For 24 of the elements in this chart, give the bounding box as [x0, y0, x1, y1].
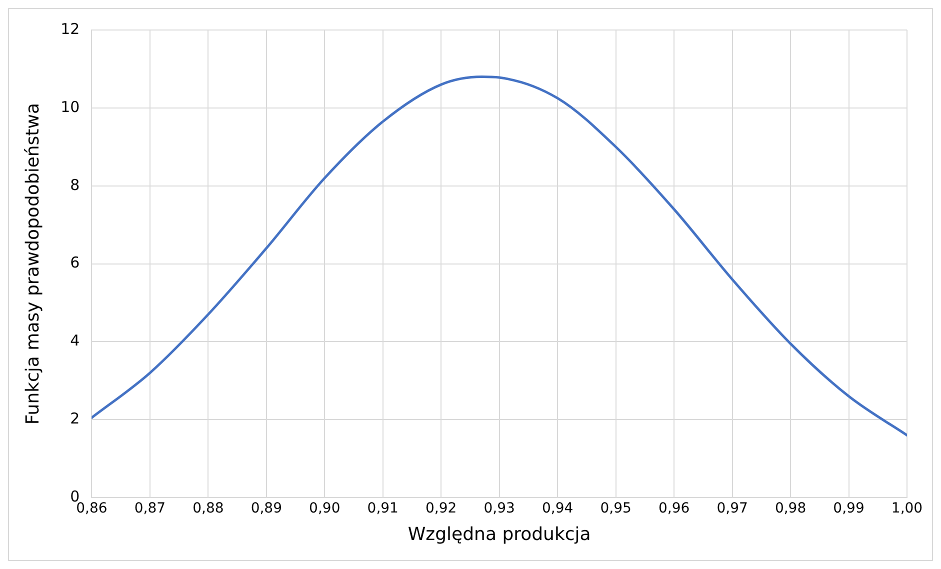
x-tick-label: 0,86 — [76, 500, 108, 517]
x-tick-label: 0,98 — [774, 500, 806, 517]
x-tick-label: 0,94 — [542, 500, 574, 517]
x-tick-label: 0,90 — [309, 500, 340, 517]
y-tick-label: 4 — [70, 332, 80, 350]
y-tick-label: 2 — [70, 410, 80, 428]
x-tick-label: 0,92 — [426, 500, 457, 517]
x-tick-label: 0,93 — [484, 500, 515, 517]
x-tick-label: 0,97 — [716, 500, 748, 517]
y-tick-label: 10 — [60, 98, 80, 116]
y-tick-label: 12 — [60, 20, 80, 38]
x-tick-label: 0,89 — [250, 500, 282, 517]
x-tick-label: 1,00 — [891, 500, 923, 517]
x-tick-label: 0,95 — [600, 500, 632, 517]
x-tick-label: 0,99 — [833, 500, 864, 517]
x-tick-label: 0,96 — [658, 500, 690, 517]
line-series — [92, 76, 907, 437]
x-tick-label: 0,88 — [192, 500, 224, 517]
y-axis-title: Funkcja masy prawdopodobieństwa — [22, 103, 44, 425]
x-axis-title: Względna produkcja — [408, 524, 591, 545]
y-tick-label: 6 — [70, 254, 80, 272]
x-tick-label: 0,91 — [367, 500, 398, 517]
y-tick-label: 8 — [70, 176, 80, 194]
x-tick-label: 0,87 — [134, 500, 166, 517]
